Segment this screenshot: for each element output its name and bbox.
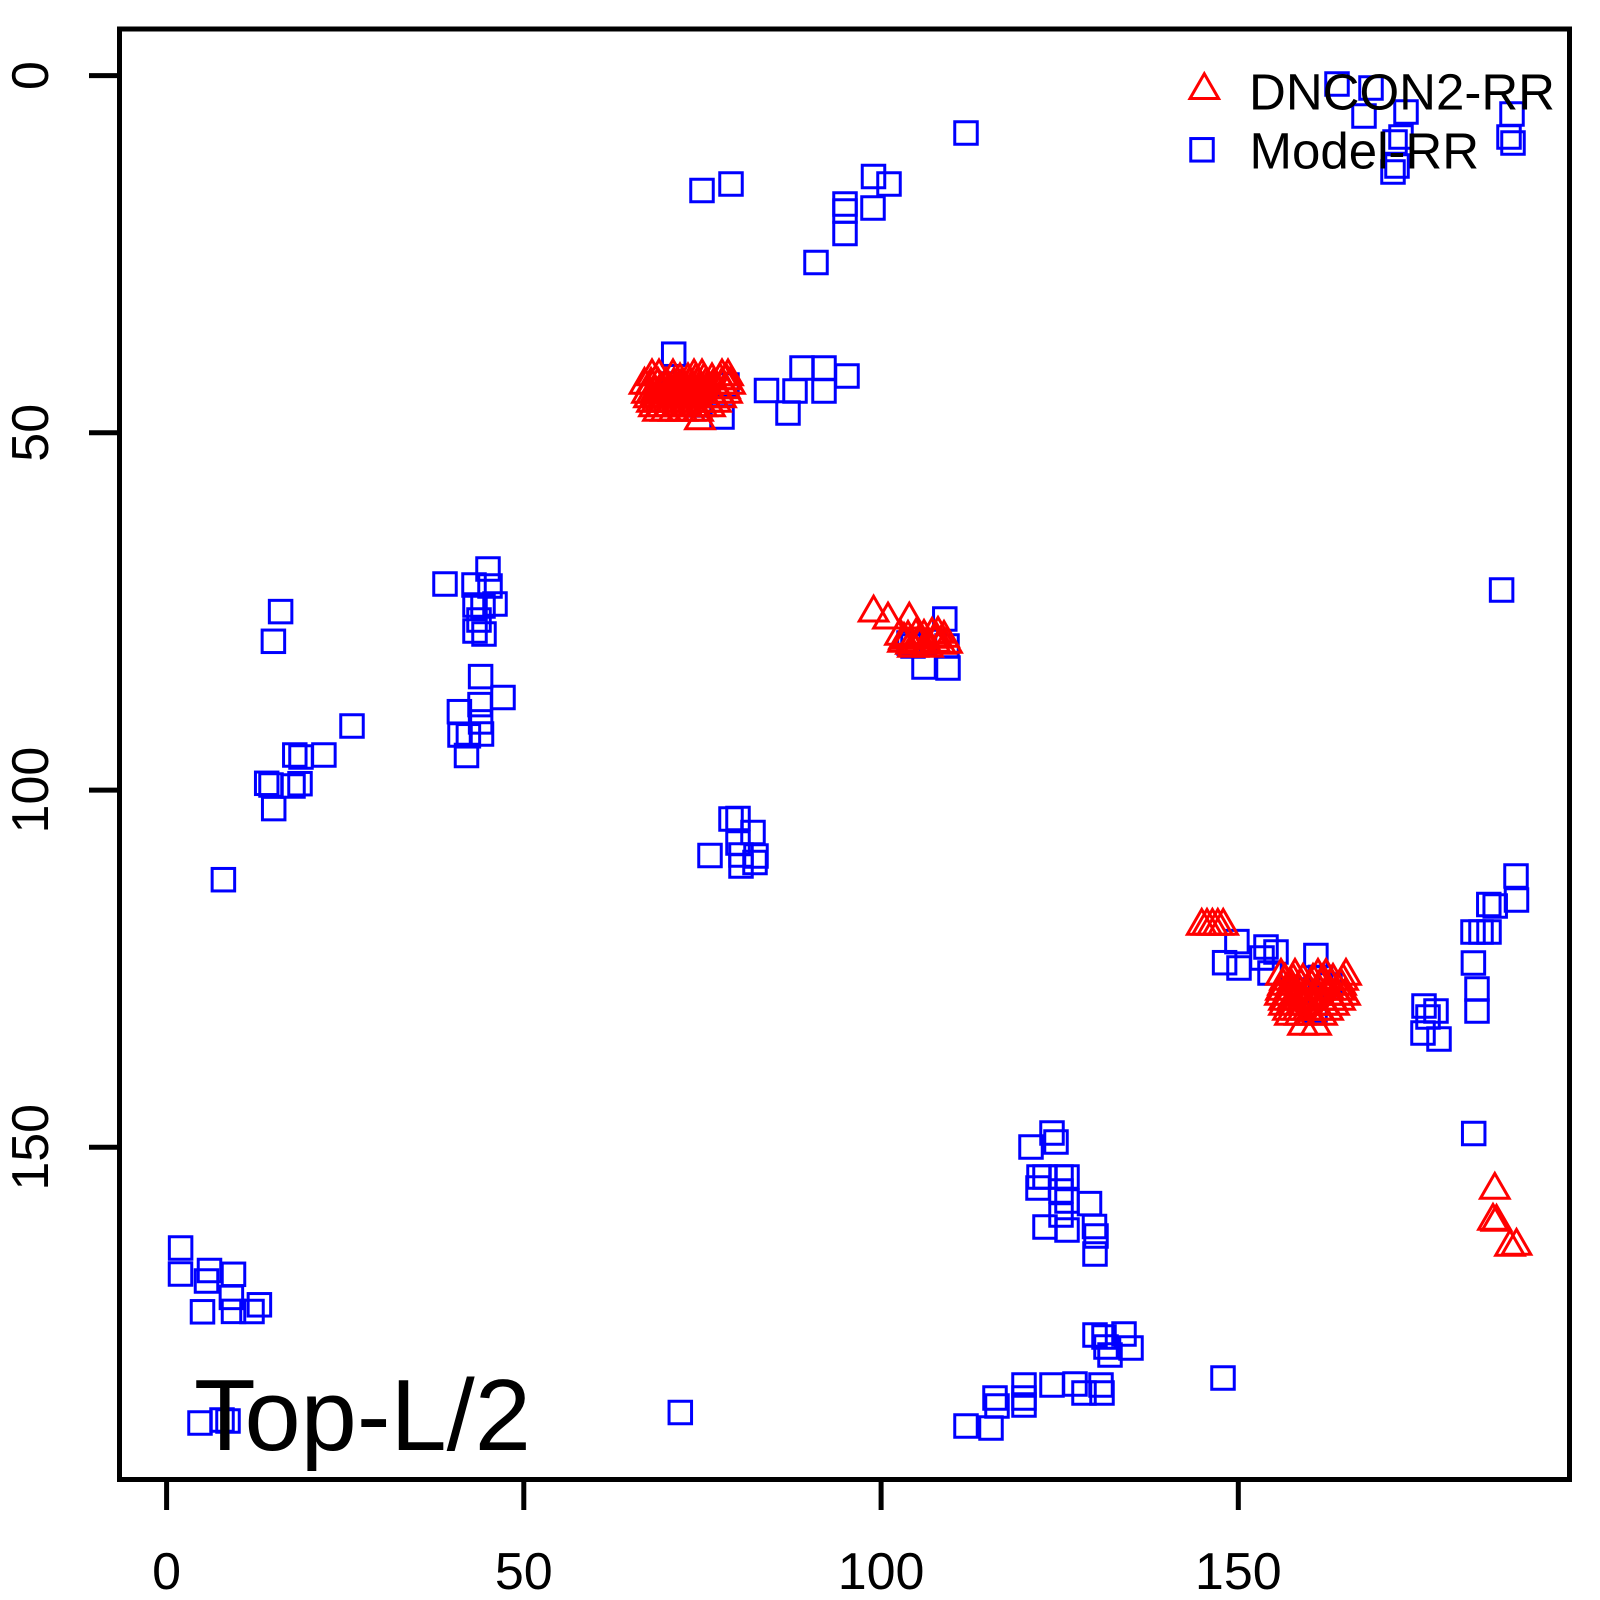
svg-text:50: 50 bbox=[495, 1543, 553, 1600]
svg-text:150: 150 bbox=[2, 1104, 60, 1191]
svg-text:DNCON2-RR: DNCON2-RR bbox=[1249, 64, 1555, 121]
svg-text:0: 0 bbox=[152, 1543, 181, 1600]
svg-text:0: 0 bbox=[2, 61, 60, 90]
svg-text:50: 50 bbox=[2, 404, 60, 462]
svg-text:100: 100 bbox=[2, 747, 60, 834]
svg-text:Model-RR: Model-RR bbox=[1250, 123, 1480, 180]
svg-text:150: 150 bbox=[1195, 1543, 1282, 1600]
svg-text:100: 100 bbox=[838, 1543, 925, 1600]
svg-text:Top-L/2: Top-L/2 bbox=[194, 1360, 531, 1472]
